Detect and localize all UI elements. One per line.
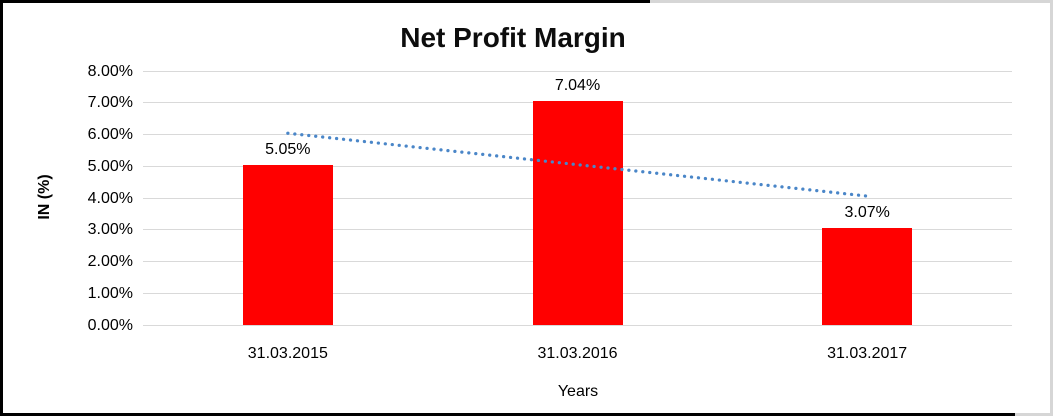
bar-31.03.2015 bbox=[242, 164, 333, 325]
frame-border-left bbox=[0, 0, 3, 416]
bar-value-label: 3.07% bbox=[844, 203, 890, 221]
gridline bbox=[143, 70, 1012, 72]
y-axis-tick-label: 3.00% bbox=[87, 221, 133, 239]
x-axis-tick-label: 31.03.2017 bbox=[827, 345, 908, 362]
bar-31.03.2017 bbox=[822, 227, 913, 325]
x-axis-title: Years bbox=[557, 383, 599, 400]
x-axis-tick-label: 31.03.2016 bbox=[537, 345, 618, 362]
trendline bbox=[286, 131, 869, 198]
y-axis-tick-label: 2.00% bbox=[87, 253, 133, 270]
y-axis-tick-label: 8.00% bbox=[87, 62, 133, 80]
bar-31.03.2016 bbox=[532, 101, 623, 325]
y-axis-tick-label: 7.00% bbox=[87, 94, 133, 112]
plot-area: 0.00% 1.00% 2.00% 3.00% 4.00% 5.00% 6.00% 7.00%… bbox=[88, 63, 1012, 362]
y-axis-tick-label: 5.00% bbox=[87, 157, 133, 175]
bar-value-label: 7.04% bbox=[554, 77, 601, 95]
frame-border-top bbox=[0, 0, 1053, 3]
x-axis-tick-label: 31.03.2015 bbox=[247, 345, 328, 362]
y-axis-tick-label: 4.00% bbox=[87, 189, 133, 207]
gridline bbox=[143, 324, 1012, 326]
chart-title: Net Profit Margin bbox=[400, 22, 626, 53]
frame-border-right bbox=[1050, 0, 1053, 416]
frame-border-bottom bbox=[0, 413, 1053, 416]
bar-value-label: 5.05% bbox=[265, 140, 311, 158]
y-axis-tick-label: 6.00% bbox=[87, 126, 133, 143]
y-axis-tick-label: 1.00% bbox=[87, 284, 133, 302]
y-axis-tick-label: 0.00% bbox=[87, 316, 133, 334]
